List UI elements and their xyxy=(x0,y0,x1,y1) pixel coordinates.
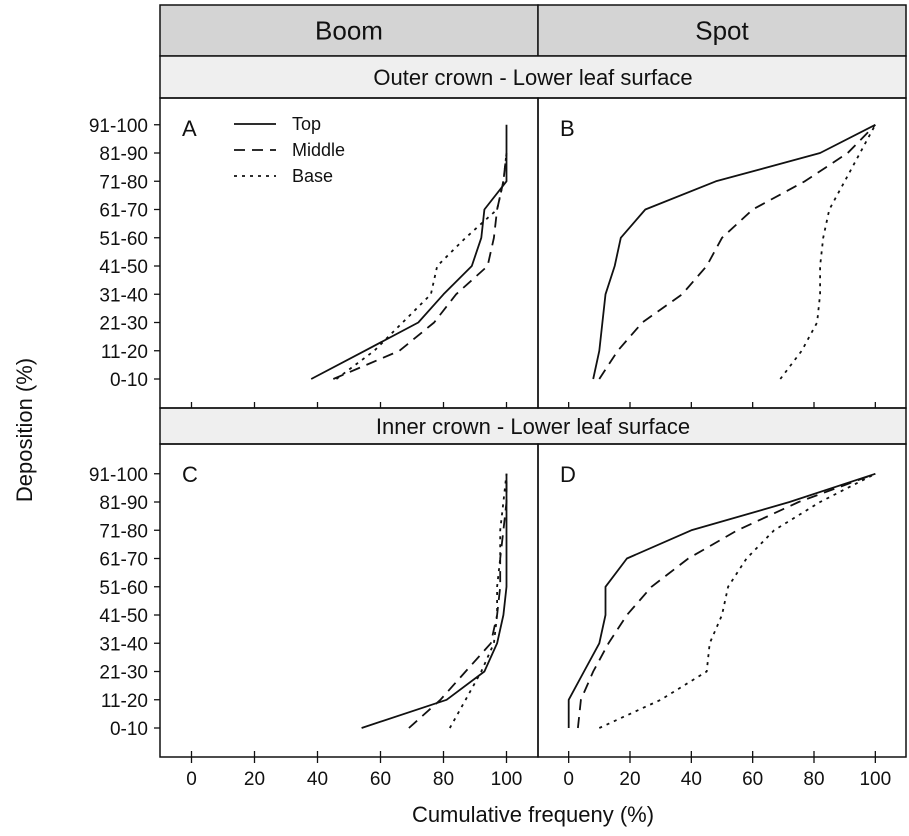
panel-frame-c xyxy=(159,443,539,758)
column-strip-label: Spot xyxy=(695,16,749,46)
series-line-middle xyxy=(332,152,508,380)
y-tick-label: 21-30 xyxy=(99,314,148,335)
y-tick-label: 51-60 xyxy=(99,578,148,599)
row-strip-label: Outer crown - Lower leaf surface xyxy=(373,65,692,90)
series-line-base xyxy=(449,473,508,729)
column-strip-label: Boom xyxy=(315,16,383,46)
y-tick-label: 11-20 xyxy=(101,691,148,712)
panel-letter: A xyxy=(182,116,197,141)
x-tick-label: 40 xyxy=(307,769,328,790)
column-strip-boom xyxy=(159,4,539,57)
series-line-top xyxy=(592,123,876,380)
panel-frame-d xyxy=(537,443,907,758)
x-tick-label: 60 xyxy=(370,769,391,790)
x-tick-label: 80 xyxy=(433,769,454,790)
y-tick-label: 71-80 xyxy=(99,172,148,193)
series-line-top xyxy=(310,124,508,380)
y-tick-label: 0-10 xyxy=(110,719,148,740)
x-tick-label: 20 xyxy=(619,769,640,790)
panel-letter: B xyxy=(560,116,575,141)
x-tick-label: 20 xyxy=(244,769,265,790)
y-tick-label: 91-100 xyxy=(89,465,148,486)
series-line-middle xyxy=(577,472,876,729)
panel-letter: C xyxy=(182,462,198,487)
y-tick-label: 61-70 xyxy=(99,550,148,571)
panel-letter: D xyxy=(560,462,576,487)
y-tick-label: 31-40 xyxy=(99,285,148,306)
y-tick-label: 91-100 xyxy=(89,116,148,137)
x-tick-label: 100 xyxy=(491,769,523,790)
row-strip-1 xyxy=(159,55,907,99)
y-tick-label: 41-50 xyxy=(99,257,148,278)
series-line-middle xyxy=(598,124,876,380)
panel-frame-b xyxy=(537,97,907,409)
series-line-top xyxy=(361,473,508,729)
x-tick-label: 100 xyxy=(859,769,891,790)
x-tick-label: 0 xyxy=(563,769,574,790)
legend-label: Top xyxy=(292,114,321,134)
x-tick-label: 80 xyxy=(803,769,824,790)
y-tick-label: 51-60 xyxy=(99,229,148,250)
legend-label: Base xyxy=(292,166,333,186)
x-tick-label: 60 xyxy=(742,769,763,790)
series-line-middle xyxy=(408,473,508,729)
series-line-base xyxy=(779,124,877,380)
y-tick-label: 61-70 xyxy=(99,201,148,222)
y-tick-label: 31-40 xyxy=(99,634,148,655)
panel-frame-a xyxy=(159,97,539,409)
y-tick-label: 81-90 xyxy=(99,493,148,514)
column-strip-spot xyxy=(537,4,907,57)
x-tick-label: 40 xyxy=(681,769,702,790)
series-line-top xyxy=(567,472,876,728)
legend-label: Middle xyxy=(292,140,345,160)
series-line-base xyxy=(598,472,876,729)
y-tick-label: 0-10 xyxy=(110,370,148,391)
row-strip-2 xyxy=(159,407,907,445)
y-tick-label: 71-80 xyxy=(99,521,148,542)
y-tick-label: 21-30 xyxy=(99,663,148,684)
row-strip-label: Inner crown - Lower leaf surface xyxy=(376,414,690,439)
y-tick-label: 11-20 xyxy=(101,342,148,363)
x-axis-title: Cumulative frequeny (%) xyxy=(412,802,654,827)
y-tick-label: 81-90 xyxy=(99,144,148,165)
x-tick-label: 0 xyxy=(186,769,197,790)
series-line-base xyxy=(335,152,508,380)
y-axis-title: Deposition (%) xyxy=(12,358,37,502)
y-tick-label: 41-50 xyxy=(99,606,148,627)
